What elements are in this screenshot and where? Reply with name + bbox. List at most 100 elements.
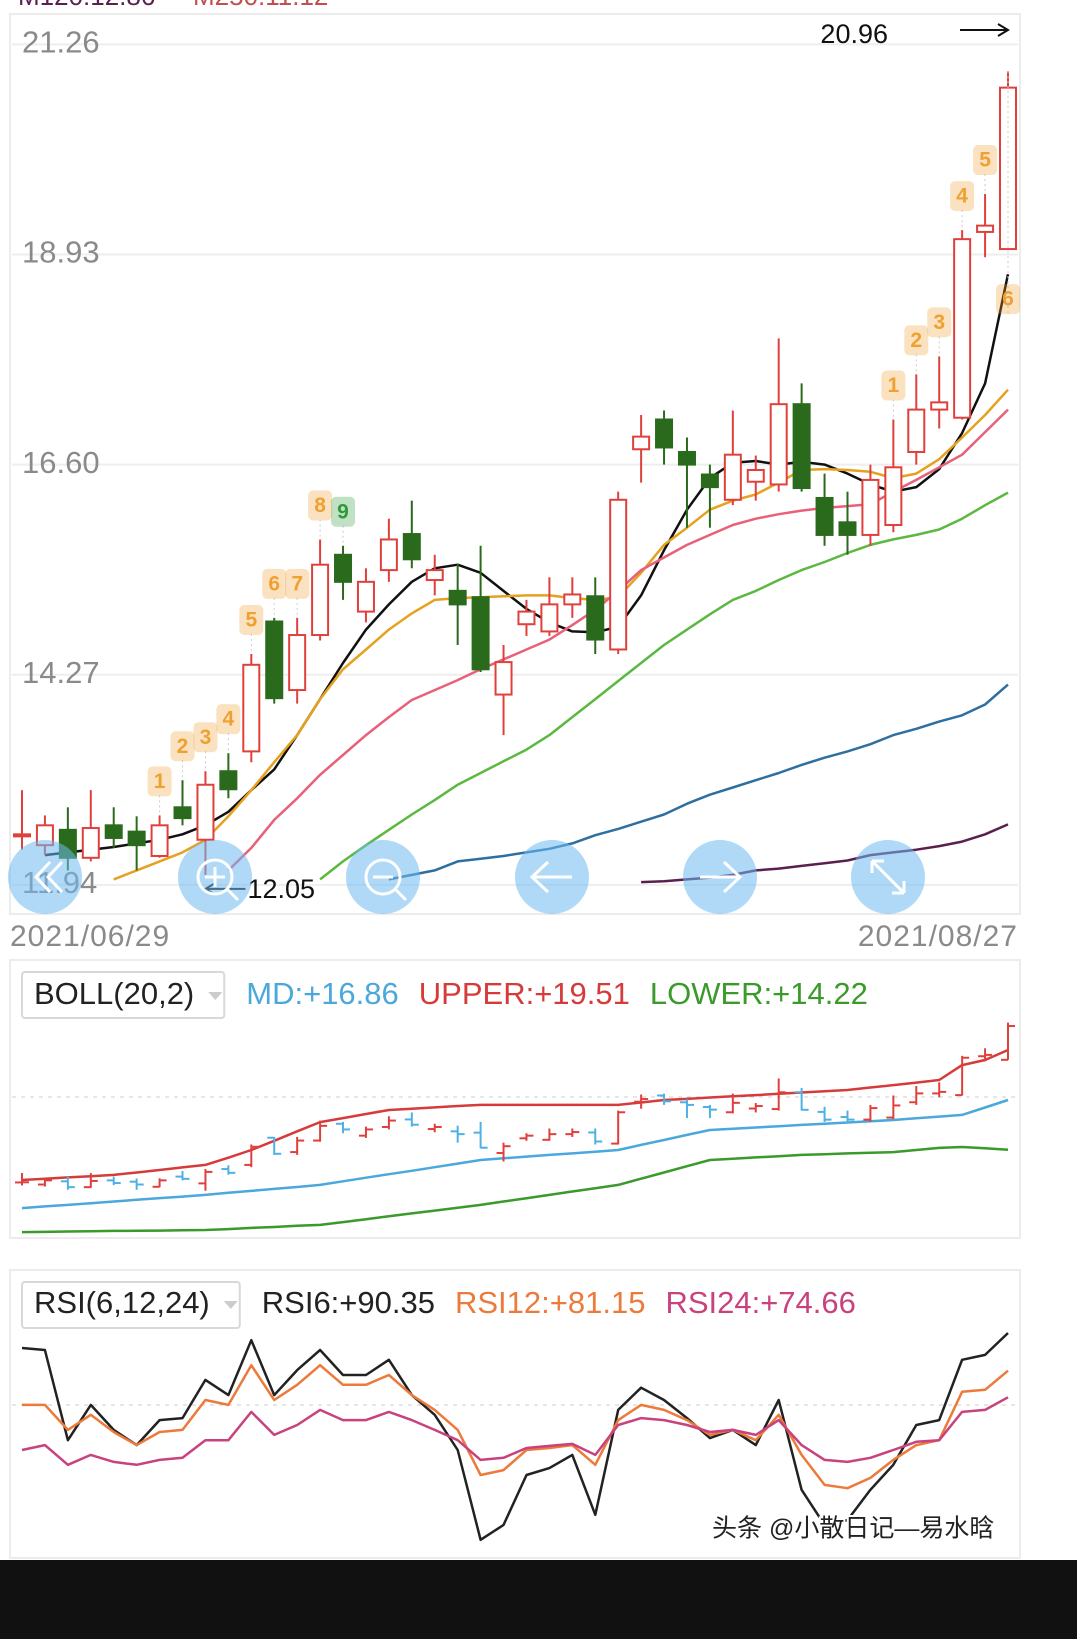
candle-body [13,833,31,838]
td-tag [239,604,264,635]
selector-caret [208,992,223,1000]
td-tag [170,731,195,762]
td-tag [285,568,310,599]
rsi-panel-frame [9,1269,1021,1559]
legend-entry: RSI12:+81.15 [455,1285,645,1320]
td-tag [193,722,218,753]
zoom-out-button[interactable] [346,840,420,914]
candle-body [792,403,811,490]
td-tag [904,325,929,356]
candle-body [127,830,146,847]
candle-body [953,238,972,419]
candle-body [196,783,215,841]
candle-body [150,824,169,857]
series-line [21,1396,1009,1467]
series-line [22,1363,1009,1490]
td-tag [881,370,906,401]
legend-entry: RSI24:+74.66 [665,1285,855,1320]
candle-body [815,496,834,536]
candle-body [655,418,674,449]
candle-body [838,521,857,536]
series-line [113,388,1009,881]
candle-body [494,661,513,696]
low-annotation: 12.05 [247,874,315,904]
candle-body [746,469,765,483]
td-tag [973,145,998,176]
td-count: 2 [910,329,922,352]
candle-body [930,401,949,411]
candle-body [884,466,903,527]
candle-body [632,435,651,451]
td-count: 8 [314,494,326,517]
candle-body [104,824,123,839]
td-count: 5 [979,149,991,172]
candle-body [769,403,788,486]
candle-body [173,806,192,820]
candle-body [700,473,719,489]
move-left-button[interactable] [515,840,589,914]
indicator-selector[interactable] [21,971,226,1019]
legend-entry: LOWER:+14.22 [650,976,868,1011]
td-tag [996,284,1020,315]
td-count: 2 [177,735,189,758]
y-tick-label: 21.26 [22,25,100,60]
td-count: 1 [888,374,900,397]
fullscreen-button[interactable] [851,840,925,914]
td-tag [262,568,287,599]
td-count: 3 [933,311,945,334]
td-tag [147,766,172,797]
ma-header: M250:11.12 [193,0,328,11]
candle-body [265,620,284,700]
watermark: 头条 @小散日记—易水晗 [712,1515,994,1543]
bottom-bar [0,1560,1077,1639]
x-tick-label: 2021/08/27 [858,920,1018,953]
boll-panel-frame [9,959,1021,1239]
indicator-selector[interactable] [21,1281,241,1329]
move-right-button[interactable] [683,840,757,914]
high-annotation: 20.96 [820,19,888,49]
ma-header: M120:12.86 [18,0,155,11]
td-tag [927,307,952,338]
td-count: 9 [337,500,349,523]
candle-body [356,580,375,613]
series-line [21,1145,1009,1234]
td-count: 1 [154,770,166,793]
td-count: 5 [245,609,257,632]
series-line [319,491,1009,881]
candle-body [586,595,605,641]
series-line [21,1098,1009,1210]
scroll-left-button[interactable] [8,840,82,914]
indicator-name: RSI(6,12,24) [34,1285,210,1320]
legend-entry: MD:+16.86 [246,976,399,1011]
candle-body [288,634,307,692]
td-tag [950,181,975,212]
candle-body [402,533,421,561]
candle-body [242,663,261,753]
toolbar [8,840,925,914]
candle-body [425,569,444,582]
candle-body [563,593,582,606]
td-tag [308,490,333,521]
candle-body [609,498,628,651]
legend-entry: UPPER:+19.51 [419,976,630,1011]
y-tick-label: 18.93 [22,235,100,270]
zoom-in-button[interactable] [178,840,252,914]
candle-body [448,589,467,606]
candle-body [907,408,926,453]
td-tag [331,496,356,527]
x-tick-label: 2021/06/29 [10,920,170,953]
td-tag [216,704,241,735]
series-line [21,1332,1009,1542]
candle-body [723,453,742,501]
main-panel-frame [9,13,1021,915]
td-count: 6 [1002,288,1014,311]
td-count: 6 [268,572,280,595]
td-count: 3 [200,726,212,749]
indicator-name: BOLL(20,2) [34,976,194,1011]
selector-caret [223,1301,238,1309]
series-line [388,683,1009,881]
candle-body [311,563,330,637]
candle-body [976,224,995,233]
